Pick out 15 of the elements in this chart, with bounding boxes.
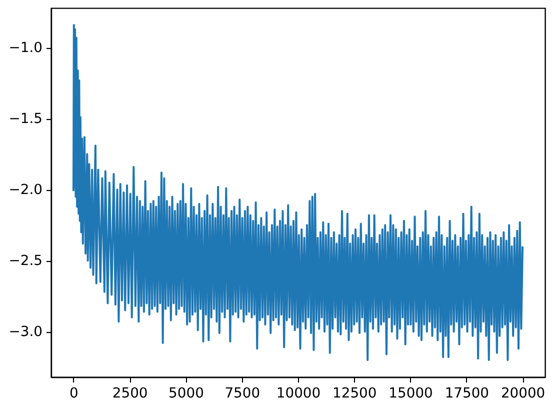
x-tick-label: 7500 <box>224 386 260 402</box>
y-tick-label: −2.0 <box>8 182 42 198</box>
x-tick-label: 2500 <box>112 386 148 402</box>
line-series <box>72 24 524 361</box>
y-tick-label: −2.5 <box>8 253 42 270</box>
x-tick-label: 20000 <box>500 386 546 402</box>
x-tick-label: 17500 <box>444 386 490 402</box>
y-tick-label: −3.0 <box>8 324 42 340</box>
x-tick-label: 0 <box>70 386 78 402</box>
x-tick-label: 15000 <box>388 386 433 402</box>
y-tick-label: −1.0 <box>8 40 42 56</box>
x-tick-label: 10000 <box>276 386 321 402</box>
y-tick-label: −1.5 <box>8 111 42 128</box>
x-tick-label: 5000 <box>168 386 204 402</box>
x-tick-label: 12500 <box>332 386 377 402</box>
